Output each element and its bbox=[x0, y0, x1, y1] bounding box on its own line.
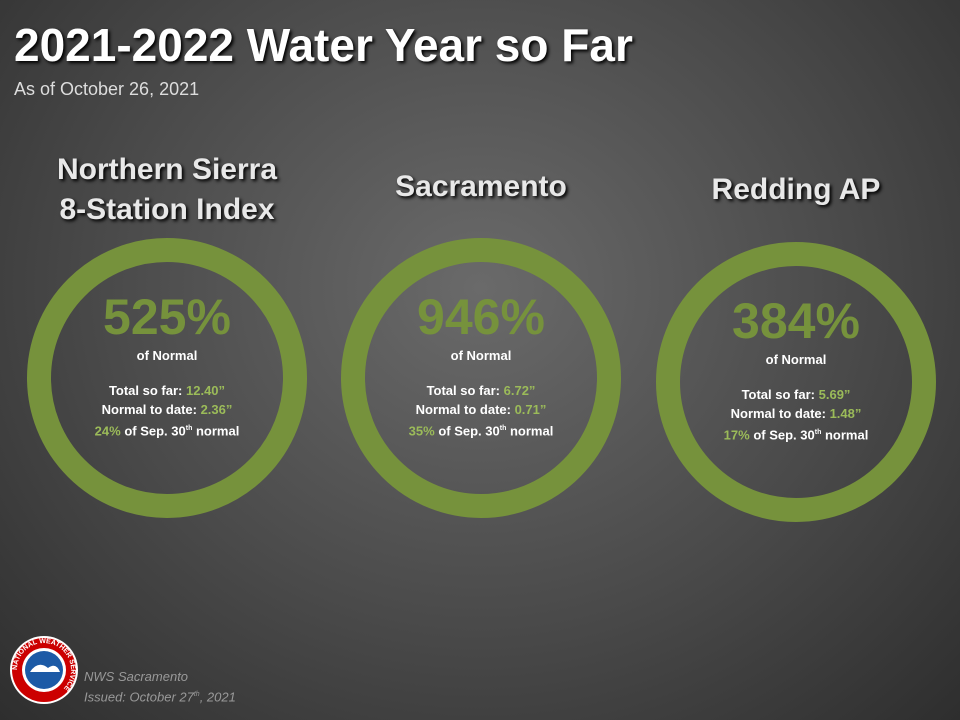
season-line: 35% of Sep. 30th normal bbox=[361, 419, 601, 440]
total-line: Total so far: 5.69” bbox=[676, 385, 916, 404]
season-line: 17% of Sep. 30th normal bbox=[676, 423, 916, 444]
station-name-line: Redding AP bbox=[711, 173, 881, 206]
total-label: Total so far: bbox=[426, 383, 500, 398]
issued-line: Issued: October 27th, 2021 bbox=[84, 686, 236, 706]
issued-sup: th bbox=[193, 691, 200, 698]
percent-label: of Normal bbox=[136, 348, 198, 363]
season-sup: th bbox=[814, 429, 822, 436]
total-line: Total so far: 12.40” bbox=[47, 381, 287, 400]
percent: 384% bbox=[732, 293, 860, 349]
footer: NWS Sacramento Issued: October 27th, 202… bbox=[84, 668, 236, 706]
season-tail: normal bbox=[509, 423, 554, 439]
total-label: Total so far: bbox=[741, 387, 815, 402]
office: NWS Sacramento bbox=[84, 669, 189, 684]
station-name-line: Northern Sierra bbox=[56, 153, 278, 186]
station-name: Sacramento bbox=[321, 167, 641, 207]
percent: 946% bbox=[417, 289, 545, 345]
station-name: Northern Sierra 8-Station Index bbox=[7, 150, 327, 230]
season-text: of Sep. 30 bbox=[438, 423, 500, 439]
station-name-line: 8-Station Index bbox=[59, 193, 275, 226]
season-pct: 17% bbox=[723, 427, 750, 443]
station-stats: 946% of Normal Total so far: 6.72” Normal t… bbox=[361, 290, 601, 440]
normal-line: Normal to date: 1.48” bbox=[676, 404, 916, 423]
normal-label: Normal to date: bbox=[101, 402, 197, 417]
issued-tail: , 2021 bbox=[199, 689, 236, 705]
total-value: 6.72” bbox=[503, 383, 536, 398]
percent: 525% bbox=[103, 289, 231, 345]
total-value: 5.69” bbox=[818, 387, 851, 402]
season-line: 24% of Sep. 30th normal bbox=[47, 419, 287, 440]
percent-label: of Normal bbox=[450, 348, 512, 363]
total-label: Total so far: bbox=[108, 383, 183, 398]
normal-line: Normal to date: 0.71” bbox=[361, 400, 601, 419]
station-name-line: Sacramento bbox=[395, 170, 567, 203]
issued: Issued: October 27 bbox=[84, 689, 194, 705]
normal-line: Normal to date: 2.36” bbox=[47, 400, 287, 419]
season-pct: 24% bbox=[94, 423, 121, 439]
season-tail: normal bbox=[195, 423, 240, 439]
station-stats: 384% of Normal Total so far: 5.69” Normal t… bbox=[676, 294, 916, 444]
normal-value: 1.48” bbox=[829, 406, 862, 421]
season-text: of Sep. 30 bbox=[124, 423, 186, 439]
normal-value: 2.36” bbox=[200, 402, 233, 417]
percent-label: of Normal bbox=[765, 352, 827, 367]
total-value: 12.40” bbox=[186, 383, 226, 398]
season-sup: th bbox=[185, 425, 193, 432]
normal-value: 0.71” bbox=[514, 402, 547, 417]
ring bbox=[341, 238, 621, 518]
season-pct: 35% bbox=[408, 423, 435, 439]
details: Total so far: 6.72” Normal to date: 0.71”… bbox=[361, 381, 601, 440]
details: Total so far: 5.69” Normal to date: 1.48”… bbox=[676, 385, 916, 444]
station-name: Redding AP bbox=[636, 170, 956, 210]
total-line: Total so far: 6.72” bbox=[361, 381, 601, 400]
normal-label: Normal to date: bbox=[415, 402, 511, 417]
title: 2021-2022 Water Year so Far bbox=[14, 19, 633, 71]
normal-label: Normal to date: bbox=[730, 406, 826, 421]
season-text: of Sep. 30 bbox=[753, 427, 815, 443]
season-tail: normal bbox=[824, 427, 869, 443]
ring bbox=[656, 242, 936, 522]
subtitle: As of October 26, 2021 bbox=[14, 79, 200, 99]
station-stats: 525% of Normal Total so far: 12.40” Normal … bbox=[47, 290, 287, 440]
details: Total so far: 12.40” Normal to date: 2.36… bbox=[47, 381, 287, 440]
nws-logo: NATIONAL WEATHER SERVICE bbox=[10, 636, 78, 704]
season-sup: th bbox=[499, 425, 507, 432]
ring bbox=[27, 238, 307, 518]
